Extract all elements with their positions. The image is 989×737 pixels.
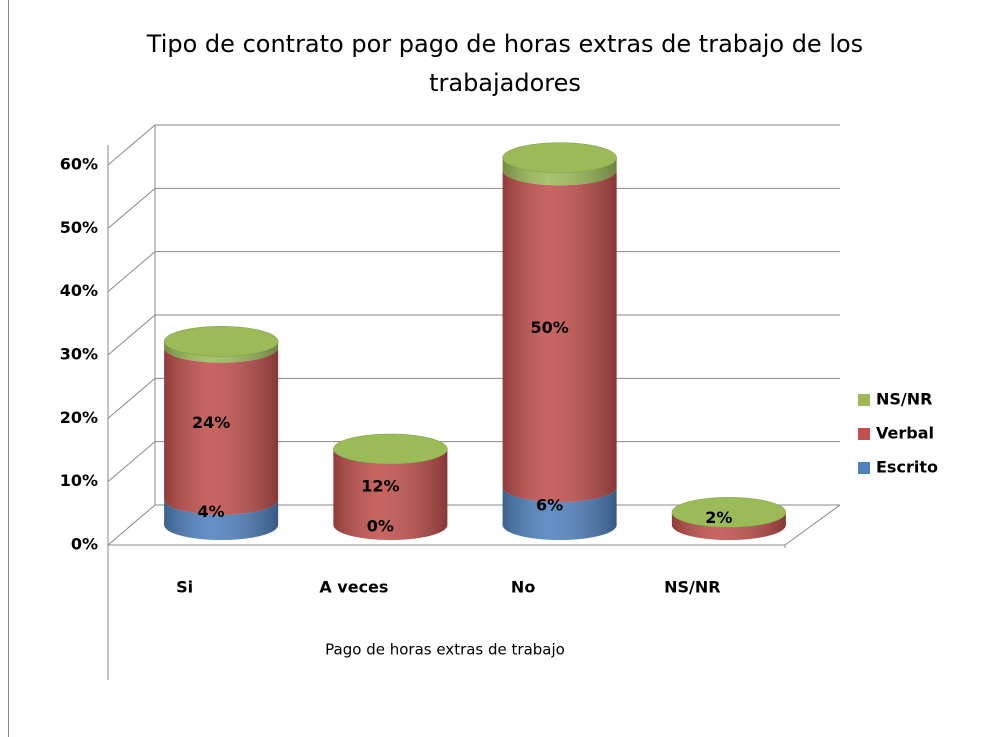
grid-line (107, 441, 156, 483)
data-label: 2% (705, 508, 732, 527)
shading (164, 341, 279, 363)
legend-label: Escrito (876, 458, 938, 477)
cylinder-top (163, 326, 279, 357)
chart-title: trabajadores (429, 69, 581, 97)
y-tick-label: 20% (60, 408, 98, 427)
data-label: 24% (192, 413, 230, 432)
y-tick-label: 10% (60, 471, 98, 490)
cylinder-top (333, 433, 448, 465)
cylinder-top (671, 497, 787, 528)
data-label: 6% (536, 496, 563, 515)
grid-line (107, 377, 156, 419)
cylinder-top (502, 142, 617, 173)
shading (502, 170, 617, 503)
chart-border (8, 0, 9, 737)
legend-swatch (858, 394, 870, 406)
x-tick-label: No (511, 578, 535, 597)
y-tick-label: 0% (71, 535, 98, 554)
data-label: 12% (361, 477, 399, 496)
y-tick-label: 40% (60, 281, 98, 300)
grid-line (107, 251, 156, 293)
shading (164, 499, 279, 540)
grid-line (107, 187, 156, 229)
legend-label: Verbal (876, 424, 934, 443)
x-tick-label: Si (176, 578, 193, 597)
grid-line (107, 504, 156, 546)
shading (164, 347, 279, 515)
shading (333, 449, 448, 540)
floor-edge (784, 504, 841, 546)
y-tick-label: 50% (60, 218, 98, 237)
data-label: 0% (367, 517, 394, 536)
grid-line (107, 314, 156, 356)
y-tick-label: 60% (60, 155, 98, 174)
legend-swatch (858, 428, 870, 440)
y-tick-label: 30% (60, 345, 98, 364)
x-tick-label: NS/NR (664, 578, 720, 597)
chart-title: Tipo de contrato por pago de horas extra… (146, 30, 863, 58)
legend-swatch (858, 462, 870, 474)
shading (502, 157, 617, 186)
legend-label: NS/NR (876, 390, 932, 409)
data-label: 50% (530, 318, 568, 337)
shading (502, 487, 617, 540)
x-tick-label: A veces (319, 578, 388, 597)
grid-line (107, 124, 156, 166)
x-axis-title: Pago de horas extras de trabajo (325, 641, 565, 659)
data-label: 4% (198, 502, 225, 521)
shading (671, 512, 786, 540)
